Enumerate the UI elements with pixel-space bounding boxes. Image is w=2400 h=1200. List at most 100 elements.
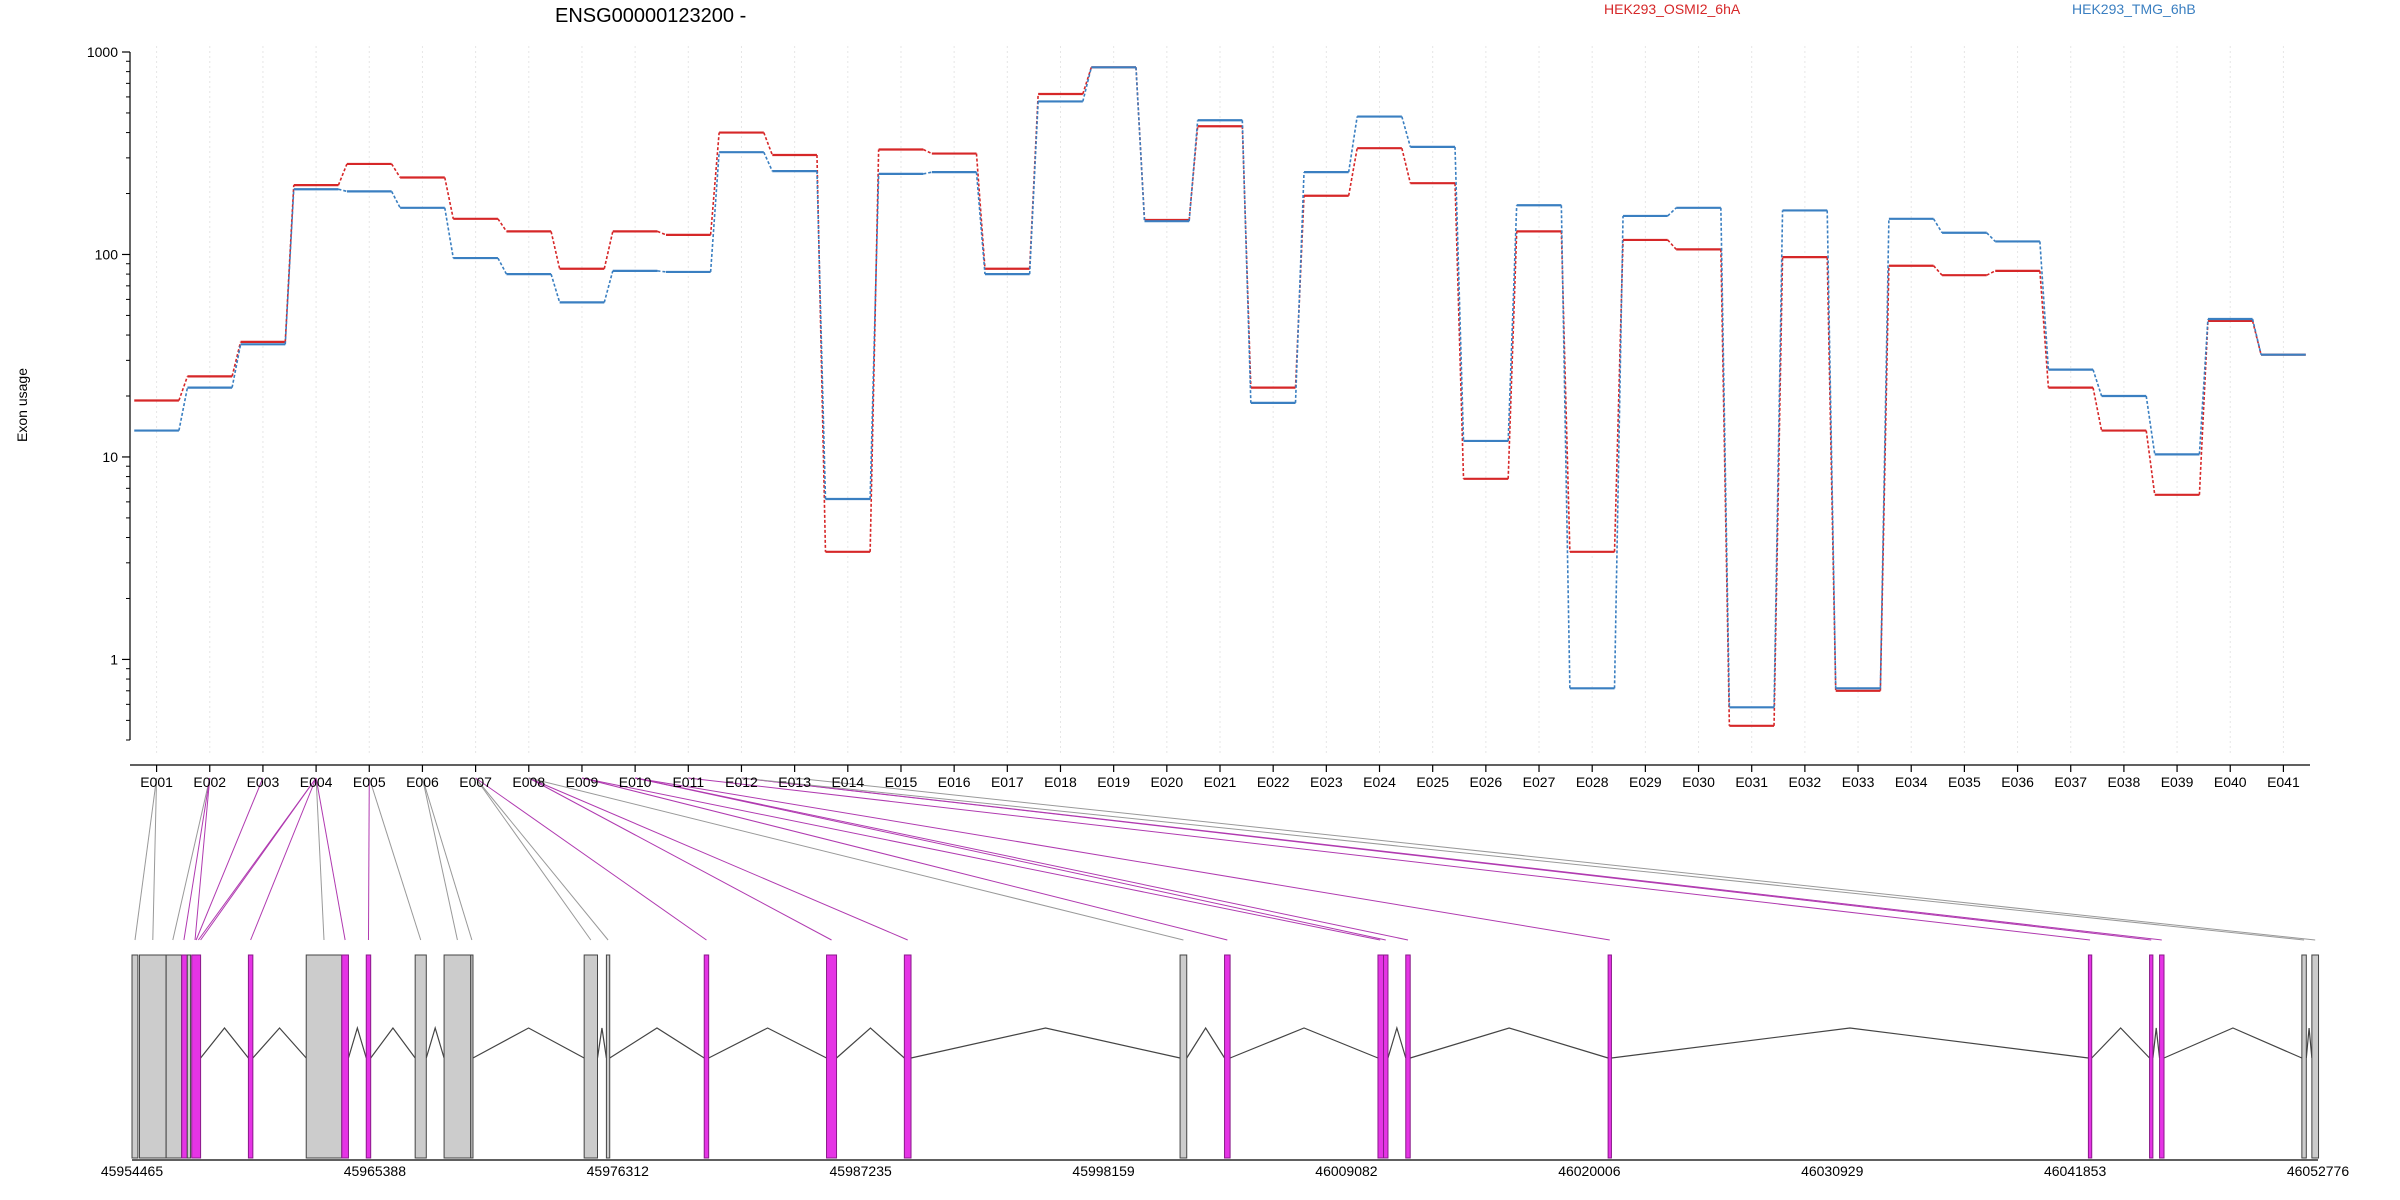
series-connector: [1082, 67, 1093, 102]
intron: [1611, 1027, 2089, 1059]
series-connector: [1454, 146, 1465, 441]
series-connector: [1826, 257, 1837, 691]
exon-spliced: [1405, 954, 1411, 1159]
exon-link: [635, 777, 1386, 941]
exon-link: [635, 777, 1610, 941]
series-connector: [1720, 249, 1731, 726]
series-connector: [603, 270, 614, 303]
series-connector: [1401, 116, 1412, 148]
intron: [370, 1026, 416, 1059]
x-tick-label: E008: [512, 774, 545, 790]
x-tick-label: E019: [1097, 774, 1130, 790]
series-connector: [1560, 231, 1571, 552]
series-connector: [657, 230, 667, 236]
series-connector: [2092, 387, 2103, 431]
exon-link: [528, 777, 1184, 941]
x-tick-label: E032: [1789, 774, 1822, 790]
series-connector: [1507, 205, 1518, 441]
x-tick-label: E014: [831, 774, 864, 790]
y-tick-label: 1: [110, 651, 118, 667]
series-connector: [178, 387, 189, 431]
exon-link: [741, 777, 2305, 941]
genomic-tick-label: 45987235: [830, 1163, 893, 1179]
genomic-tick-label: 45976312: [587, 1163, 650, 1179]
intron: [1229, 1027, 1379, 1059]
exon-spliced: [2159, 954, 2165, 1159]
series-connector: [603, 231, 614, 269]
exon-spliced: [1607, 954, 1612, 1159]
series-connector: [2198, 320, 2209, 495]
series-connector: [443, 207, 455, 259]
series-connector: [1241, 120, 1252, 403]
x-tick-label: E030: [1682, 774, 1715, 790]
x-tick-label: E005: [353, 774, 386, 790]
genomic-tick-label: 46052776: [2287, 1163, 2350, 1179]
series-connector: [1401, 147, 1412, 184]
intron: [472, 1027, 585, 1059]
x-tick-label: E027: [1523, 774, 1556, 790]
intron: [2305, 1027, 2313, 1059]
exon-link: [475, 777, 592, 941]
genomic-tick-label: 45954465: [101, 1163, 164, 1179]
series-connector: [2039, 270, 2050, 388]
series-connector: [1188, 120, 1199, 222]
exon-link-lines: [134, 777, 2316, 941]
series-connector: [869, 173, 880, 500]
x-tick-label: E002: [193, 774, 226, 790]
x-tick-label: E040: [2214, 774, 2247, 790]
exon: [2311, 954, 2320, 1159]
exon-link: [421, 777, 458, 941]
exon-spliced: [1224, 954, 1231, 1159]
x-tick-label: E036: [2001, 774, 2034, 790]
x-tick-label: E003: [247, 774, 280, 790]
exon-link: [367, 777, 370, 941]
exon-spliced: [247, 954, 254, 1159]
series-connector: [550, 273, 561, 303]
x-tick-label: E007: [459, 774, 492, 790]
series-connector: [2145, 430, 2156, 495]
series-connector: [1507, 231, 1518, 479]
exon-link: [635, 777, 1409, 941]
exon-link: [200, 777, 317, 941]
x-tick-label: E029: [1629, 774, 1662, 790]
intron: [836, 1027, 905, 1059]
series-b: [134, 66, 2306, 709]
exon-link: [528, 777, 908, 941]
series-connector: [1986, 232, 1996, 242]
vertical-gridlines: [156, 46, 2284, 755]
x-tick-label: E035: [1948, 774, 1981, 790]
series-connector: [1667, 207, 1677, 217]
exon-link: [195, 777, 264, 941]
exon-link: [315, 777, 325, 941]
series-connector: [869, 149, 880, 552]
intron: [910, 1027, 1181, 1059]
x-tick-label: E025: [1416, 774, 1449, 790]
intron: [596, 1027, 607, 1059]
exon: [186, 954, 192, 1159]
series-connector: [2039, 241, 2050, 370]
exon-link: [183, 777, 211, 941]
x-tick-label: E009: [566, 774, 599, 790]
intron: [708, 1027, 827, 1059]
series-connector: [2251, 318, 2262, 355]
genomic-tick-label: 45998159: [1072, 1163, 1135, 1179]
series-connector: [709, 132, 720, 235]
y-tick-label: 1000: [87, 44, 118, 60]
x-tick-label: E037: [2054, 774, 2087, 790]
series-connector: [1986, 270, 1996, 276]
intron: [2163, 1027, 2303, 1059]
exon: [2301, 954, 2307, 1159]
x-tick-label: E004: [300, 774, 333, 790]
exon-spliced: [2149, 954, 2154, 1159]
series-connector: [231, 344, 242, 388]
exon-link: [475, 777, 707, 941]
exon-link: [528, 777, 832, 941]
series-connector: [763, 132, 774, 156]
series-connector: [284, 185, 295, 342]
x-tick-label: E011: [672, 774, 704, 790]
intron: [347, 1025, 367, 1059]
series-connector: [550, 231, 561, 269]
exon: [583, 954, 599, 1159]
legend-series-b: HEK293_TMG_6hB: [2072, 1, 2196, 17]
